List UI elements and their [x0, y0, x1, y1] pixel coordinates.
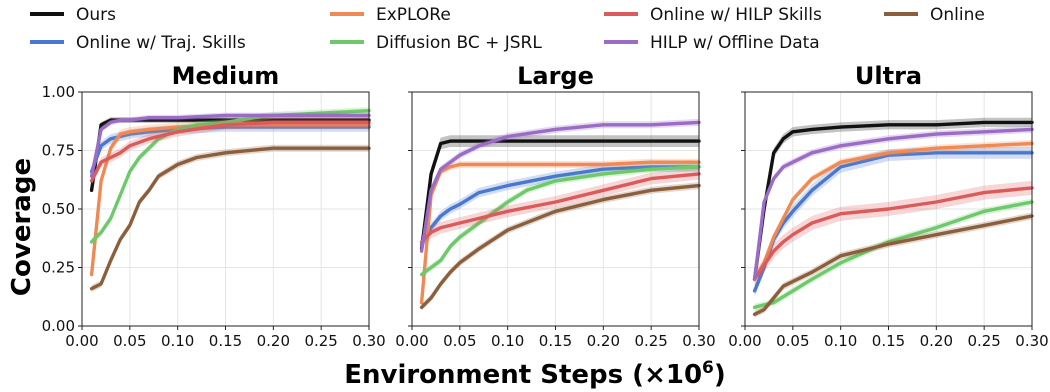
- x-tick-label: 0.30: [352, 332, 385, 350]
- legend-item-diffusion-bc-jsrl: Diffusion BC + JSRL: [330, 33, 542, 53]
- series-band: [421, 182, 699, 311]
- legend-label: ExPLORe: [376, 5, 451, 25]
- tick-labels: 0.00 0.05 0.10 0.15 0.20 0.25 0.30: [728, 91, 1049, 350]
- x-tick-label: 0.05: [776, 332, 809, 350]
- legend-label: Diffusion BC + JSRL: [376, 33, 542, 53]
- x-axis-label-main: Environment Steps (×10: [344, 360, 702, 390]
- x-tick-label: 0.10: [161, 332, 194, 350]
- series-line: [89, 113, 371, 178]
- series-ours: [89, 117, 371, 194]
- series-line: [89, 125, 371, 174]
- series-ours: [752, 117, 1034, 284]
- legend-item-online: Online: [884, 5, 985, 25]
- x-tick-label: 0.25: [304, 332, 337, 350]
- legend-label: HILP w/ Offline Data: [650, 33, 820, 53]
- x-axis-label-close: ): [714, 360, 726, 390]
- x-tick-label: 0.00: [395, 332, 428, 350]
- chart-panel-large: Large 0.00 0.05 0.10 0.15 0.20 0.25 0.30: [395, 62, 715, 350]
- series-line: [419, 172, 701, 244]
- panel-title: Ultra: [855, 62, 922, 90]
- series-diffusion-bc-jsrl: [752, 198, 1034, 311]
- y-tick-label: 0.50: [42, 200, 75, 218]
- series-online: [89, 144, 371, 293]
- series-line: [752, 214, 1034, 316]
- series-line: [752, 127, 1034, 281]
- legend-item-ours: Ours: [30, 5, 116, 25]
- series-online-w-hilp-skills: [89, 117, 371, 186]
- series-line: [89, 120, 371, 183]
- x-tick-label: 0.25: [634, 332, 667, 350]
- tick-labels: 0.00 0.05 0.10 0.15 0.20 0.25 0.30 0.00 0.25 0.50…: [42, 83, 386, 350]
- legend-item-online-w-traj-skills: Online w/ Traj. Skills: [30, 33, 246, 53]
- x-tick-label: 0.00: [728, 332, 761, 350]
- x-tick-label: 0.20: [920, 332, 953, 350]
- series-line: [419, 165, 701, 277]
- legend-item-explore: ExPLORe: [330, 5, 451, 25]
- series-band: [754, 147, 1032, 297]
- series-hilp-w-offline-data: [89, 112, 371, 179]
- x-axis-label: Environment Steps (×106): [344, 358, 726, 390]
- series-hilp-w-offline-data: [752, 125, 1034, 283]
- legend: Ours Online w/ Traj. Skills ExPLORe Diffusi…: [30, 5, 985, 53]
- series-line: [89, 118, 371, 193]
- y-axis-label: Coverage: [7, 158, 37, 296]
- x-tick-label: 0.00: [65, 332, 98, 350]
- series-line: [752, 186, 1034, 281]
- legend-label: Ours: [76, 5, 116, 25]
- x-tick-label: 0.10: [491, 332, 524, 350]
- series-online: [419, 182, 701, 311]
- x-tick-label: 0.15: [539, 332, 572, 350]
- series-line: [419, 139, 701, 251]
- series-line: [89, 146, 371, 291]
- series-line: [419, 165, 701, 246]
- series-hilp-w-offline-data: [419, 118, 701, 255]
- x-tick-label: 0.15: [872, 332, 905, 350]
- y-tick-label: 0.75: [42, 142, 75, 160]
- series-line: [752, 120, 1034, 281]
- legend-item-hilp-w-offline-data: HILP w/ Offline Data: [604, 33, 820, 53]
- legend-label: Online w/ Traj. Skills: [76, 33, 246, 53]
- series-online-w-hilp-skills: [752, 180, 1034, 287]
- legend-item-online-w-hilp-skills: Online w/ HILP Skills: [604, 5, 822, 25]
- x-tick-label: 0.30: [1015, 332, 1048, 350]
- x-tick-label: 0.20: [257, 332, 290, 350]
- y-tick-label: 0.00: [42, 317, 75, 335]
- series-online: [752, 212, 1034, 318]
- panel-title: Large: [517, 62, 594, 90]
- x-tick-label: 0.20: [587, 332, 620, 350]
- x-tick-label: 0.05: [443, 332, 476, 350]
- y-tick-label: 1.00: [42, 83, 75, 101]
- legend-label: Online w/ HILP Skills: [650, 5, 822, 25]
- y-tick-label: 0.25: [42, 259, 75, 277]
- x-tick-label: 0.15: [209, 332, 242, 350]
- legend-label: Online: [930, 5, 985, 25]
- x-tick-label: 0.10: [824, 332, 857, 350]
- series-band: [421, 168, 699, 248]
- series-explore: [752, 140, 1034, 283]
- x-axis-label-exponent: 6: [702, 358, 714, 378]
- series-line: [419, 120, 701, 253]
- tick-labels: 0.00 0.05 0.10 0.15 0.20 0.25 0.30: [395, 91, 716, 350]
- x-tick-label: 0.05: [113, 332, 146, 350]
- series-ours: [419, 135, 701, 255]
- chart-panel-ultra: Ultra 0.00 0.05 0.10 0.15 0.20 0.25 0.30: [728, 62, 1048, 350]
- series-band: [754, 198, 1032, 311]
- series-diffusion-bc-jsrl: [419, 163, 701, 278]
- series-online-w-hilp-skills: [419, 168, 701, 248]
- series-online-w-traj-skills: [89, 122, 371, 177]
- x-tick-label: 0.25: [967, 332, 1000, 350]
- x-tick-label: 0.30: [682, 332, 715, 350]
- series-line: [419, 183, 701, 309]
- panel-title: Medium: [172, 62, 280, 90]
- series-line: [752, 141, 1034, 281]
